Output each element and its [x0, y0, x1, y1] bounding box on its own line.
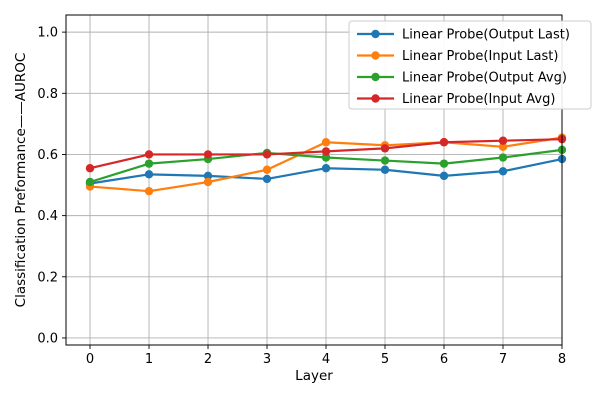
data-point-marker [321, 153, 331, 162]
data-point-marker [380, 156, 390, 165]
y-tick-label: 0.0 [37, 331, 58, 346]
data-point-marker [498, 136, 508, 145]
legend-box [348, 20, 592, 110]
data-point-marker [321, 147, 331, 156]
legend: Linear Probe(Output Last) Linear Probe(In… [348, 20, 592, 110]
data-point-marker [144, 186, 154, 196]
data-point-marker [498, 167, 508, 176]
legend-marker-icon [371, 51, 380, 60]
data-point-marker [439, 159, 449, 168]
data-point-marker [498, 142, 508, 152]
x-tick-label: 1 [145, 352, 153, 367]
y-tick-label: 1.0 [37, 26, 58, 41]
x-tick-label: 3 [263, 352, 271, 367]
data-point-marker [321, 164, 331, 173]
x-tick-label: 0 [86, 352, 94, 367]
y-tick-label: 0.8 [37, 87, 58, 102]
legend-label: Linear Probe(Input Avg) [402, 92, 555, 107]
x-tick-label: 5 [381, 352, 389, 367]
x-tick-label: 8 [558, 352, 566, 367]
data-point-marker [262, 165, 272, 174]
y-axis-label: Classification Preformance——AUROC [13, 52, 29, 308]
data-point-marker [439, 171, 449, 181]
data-point-marker [144, 159, 154, 168]
data-point-marker [498, 153, 508, 162]
x-tick-label: 2 [204, 352, 212, 367]
x-axis-label: Layer [295, 368, 333, 384]
legend-label: Linear Probe(Output Avg) [402, 71, 567, 86]
legend-marker-icon [371, 94, 380, 103]
x-tick-label: 7 [499, 352, 507, 367]
data-point-marker [380, 165, 390, 174]
plot-frame [65, 14, 563, 346]
y-tick-label: 0.4 [37, 209, 58, 224]
data-point-marker [321, 138, 331, 147]
data-point-marker [380, 144, 390, 153]
x-tick-label: 6 [440, 352, 448, 367]
legend-marker-icon [371, 29, 380, 39]
legend-label: Linear Probe(Output Last) [402, 28, 570, 43]
data-point-marker [85, 177, 95, 187]
data-point-marker [262, 150, 272, 159]
data-point-marker [144, 150, 154, 159]
data-point-marker [85, 164, 95, 173]
data-point-marker [144, 170, 154, 179]
legend-marker-icon [371, 72, 380, 82]
data-point-marker [203, 171, 213, 181]
data-point-marker [203, 150, 213, 159]
data-point-marker [203, 177, 213, 187]
x-tick-label: 4 [322, 352, 330, 367]
y-tick-label: 0.2 [37, 270, 58, 285]
data-point-marker [439, 138, 449, 147]
y-tick-label: 0.6 [37, 148, 58, 163]
data-point-marker [262, 174, 272, 184]
legend-label: Linear Probe(Input Last) [402, 49, 558, 64]
